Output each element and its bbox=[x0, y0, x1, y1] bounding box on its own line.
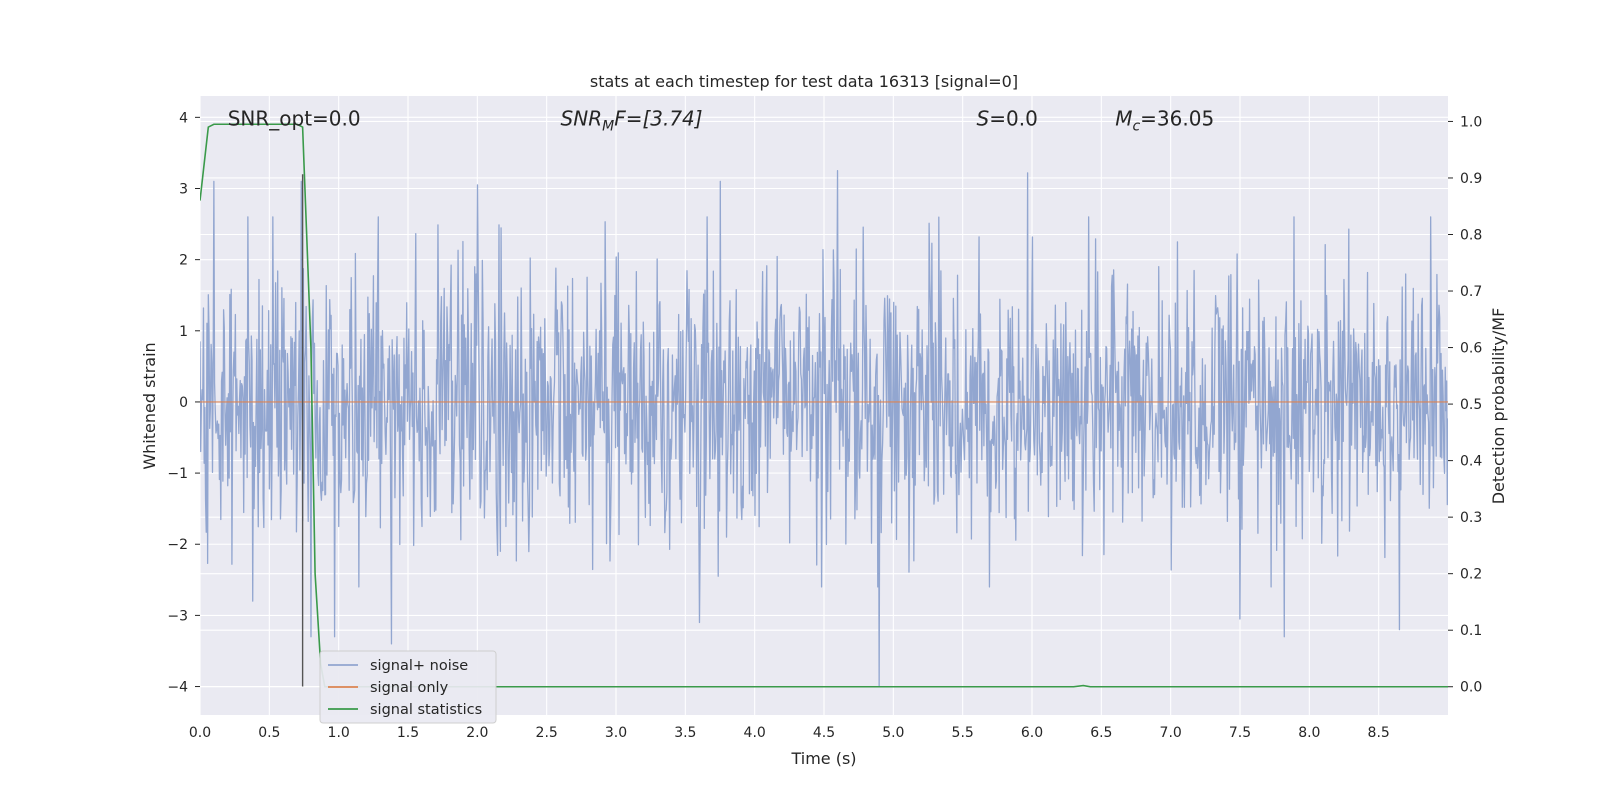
y-left-tick-label-0: −4 bbox=[167, 680, 188, 696]
y-right-tick-label-7: 0.7 bbox=[1460, 284, 1482, 300]
y-left-tick-label-1: −3 bbox=[167, 608, 188, 624]
y-right-tick-label-9: 0.9 bbox=[1460, 171, 1482, 187]
y-axis-left-ticks: −4 −3 −2 −1 0 1 2 3 4 bbox=[167, 110, 200, 696]
y-left-tick-label-6: 2 bbox=[179, 253, 188, 269]
legend-label-2: signal statistics bbox=[370, 702, 482, 718]
x-tick-label-16: 8.0 bbox=[1298, 725, 1320, 741]
x-tick-label-8: 4.0 bbox=[744, 725, 766, 741]
annotation-1: SNRMF=[3.74] bbox=[561, 106, 703, 134]
x-tick-label-9: 4.5 bbox=[813, 725, 835, 741]
x-axis-label: Time (s) bbox=[790, 749, 856, 768]
x-tick-label-5: 2.5 bbox=[536, 725, 558, 741]
y-right-tick-label-0: 0.0 bbox=[1460, 680, 1482, 696]
x-tick-label-3: 1.5 bbox=[397, 725, 419, 741]
y-right-tick-label-6: 0.6 bbox=[1460, 341, 1482, 357]
x-tick-label-10: 5.0 bbox=[882, 725, 904, 741]
y-right-tick-label-2: 0.2 bbox=[1460, 567, 1482, 583]
y-left-tick-label-2: −2 bbox=[167, 537, 188, 553]
x-tick-label-14: 7.0 bbox=[1160, 725, 1182, 741]
x-tick-label-1: 0.5 bbox=[258, 725, 280, 741]
x-tick-label-17: 8.5 bbox=[1368, 725, 1390, 741]
x-axis-ticks: 0.0 0.5 1.0 1.5 2.0 2.5 3.0 3.5 4.0 4.5 5.0 5.5 6.0 6… bbox=[189, 725, 1390, 741]
x-tick-label-6: 3.0 bbox=[605, 725, 627, 741]
x-tick-label-2: 1.0 bbox=[328, 725, 350, 741]
y-right-tick-label-3: 0.3 bbox=[1460, 510, 1482, 526]
x-tick-label-15: 7.5 bbox=[1229, 725, 1251, 741]
y-axis-right-label: Detection probability/MF bbox=[1489, 308, 1508, 505]
annotation-0: SNR_opt=0.0 bbox=[228, 106, 361, 130]
legend-label-0: signal+ noise bbox=[370, 658, 468, 674]
y-right-tick-label-10: 1.0 bbox=[1460, 114, 1482, 130]
annotation-3: Mc=36.05 bbox=[1115, 106, 1214, 134]
y-left-tick-label-7: 3 bbox=[179, 181, 188, 197]
y-left-tick-label-4: 0 bbox=[179, 395, 188, 411]
annotations: SNR_opt=0.0 SNRMF=[3.74] S=0.0 Mc=36.05 bbox=[228, 106, 1214, 134]
x-tick-label-12: 6.0 bbox=[1021, 725, 1043, 741]
y-axis-left-label: Whitened strain bbox=[140, 342, 159, 469]
legend-box bbox=[319, 650, 497, 724]
annotation-2: S=0.0 bbox=[977, 106, 1038, 130]
x-tick-label-4: 2.0 bbox=[466, 725, 488, 741]
x-tick-label-0: 0.0 bbox=[189, 725, 211, 741]
legend: signal+ noise signal only signal statistic… bbox=[319, 650, 497, 724]
y-right-tick-label-1: 0.1 bbox=[1460, 623, 1482, 639]
y-left-tick-label-5: 1 bbox=[179, 324, 188, 340]
y-right-tick-label-4: 0.4 bbox=[1460, 454, 1482, 470]
y-right-tick-label-8: 0.8 bbox=[1460, 227, 1482, 243]
chart-title: stats at each timestep for test data 163… bbox=[590, 72, 1018, 91]
series-signal-plus-noise bbox=[200, 170, 1448, 688]
y-left-tick-label-3: −1 bbox=[167, 466, 188, 482]
y-axis-right-ticks: 0.0 0.1 0.2 0.3 0.4 0.5 0.6 0.7 0.8 0.9 1.0 bbox=[1448, 114, 1482, 696]
y-right-tick-label-5: 0.5 bbox=[1460, 397, 1482, 413]
y-left-tick-label-8: 4 bbox=[179, 110, 188, 126]
x-tick-label-11: 5.5 bbox=[952, 725, 974, 741]
x-tick-label-7: 3.5 bbox=[674, 725, 696, 741]
x-tick-label-13: 6.5 bbox=[1090, 725, 1112, 741]
series-line-signal-plus-noise bbox=[200, 170, 1448, 688]
legend-label-1: signal only bbox=[370, 680, 449, 696]
